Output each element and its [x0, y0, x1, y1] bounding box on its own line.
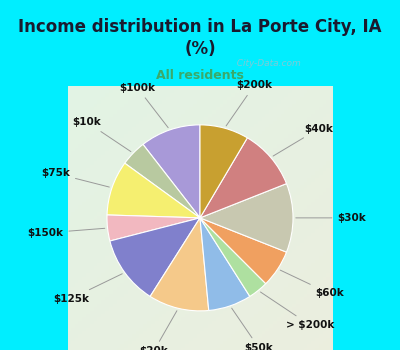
Text: $10k: $10k [72, 117, 131, 152]
Text: > $200k: > $200k [260, 292, 334, 330]
Text: $50k: $50k [232, 308, 273, 350]
Wedge shape [200, 218, 250, 310]
Text: $125k: $125k [53, 274, 122, 304]
Text: $20k: $20k [139, 311, 177, 350]
Text: Income distribution in La Porte City, IA
(%): Income distribution in La Porte City, IA… [18, 18, 382, 58]
Wedge shape [143, 125, 200, 218]
Wedge shape [200, 125, 247, 218]
Text: $100k: $100k [120, 83, 168, 128]
Text: City-Data.com: City-Data.com [231, 60, 300, 68]
Text: $40k: $40k [273, 124, 333, 156]
Wedge shape [150, 218, 209, 311]
Wedge shape [110, 218, 200, 296]
Text: All residents: All residents [156, 69, 244, 82]
Wedge shape [200, 218, 266, 296]
Wedge shape [107, 163, 200, 218]
Text: $75k: $75k [41, 168, 109, 187]
Text: $30k: $30k [296, 213, 366, 223]
Wedge shape [107, 215, 200, 241]
Text: $150k: $150k [28, 228, 105, 238]
Wedge shape [200, 184, 293, 252]
Text: $200k: $200k [226, 80, 272, 126]
Wedge shape [200, 218, 286, 284]
Wedge shape [200, 138, 286, 218]
Wedge shape [125, 145, 200, 218]
Text: $60k: $60k [280, 270, 344, 298]
